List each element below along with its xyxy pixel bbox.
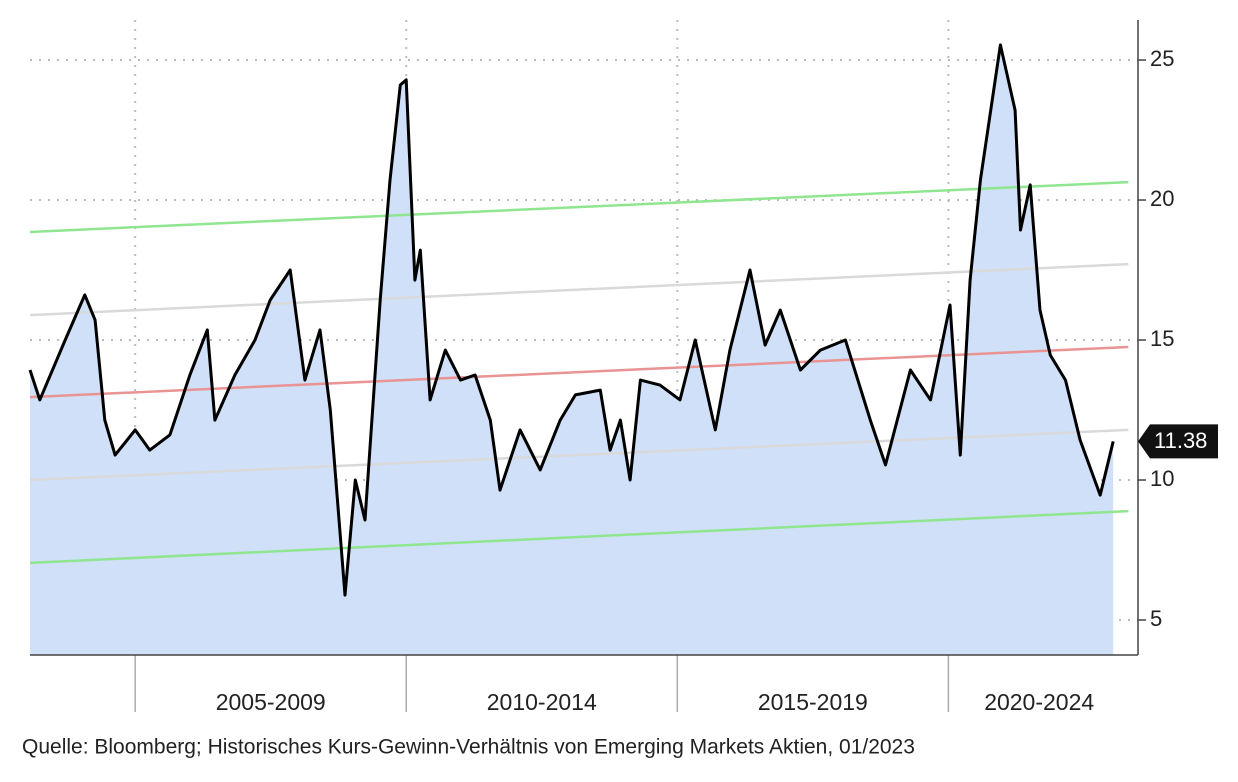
reference-line <box>29 262 1129 317</box>
x-period-label: 2005-2009 <box>216 689 326 715</box>
y-tick-label: 5 <box>1150 606 1162 631</box>
last-value-tag <box>1138 424 1218 459</box>
reference-line <box>29 509 1129 565</box>
x-period-label: 2015-2019 <box>758 689 868 715</box>
y-tick-label: 10 <box>1150 466 1174 491</box>
reference-line <box>29 180 1129 234</box>
y-tick-label: 25 <box>1150 46 1174 71</box>
source-note: Quelle: Bloomberg; Historisches Kurs-Gew… <box>22 736 915 759</box>
line <box>28 43 1115 597</box>
reference-line <box>29 428 1129 482</box>
y-tick-label: 20 <box>1150 186 1174 211</box>
y-tick-label: 15 <box>1150 326 1174 351</box>
area <box>30 44 1114 655</box>
last-value-label: 11.38 <box>1154 428 1207 453</box>
x-period-label: 2020-2024 <box>984 689 1094 715</box>
x-period-label: 2010-2014 <box>487 689 597 715</box>
